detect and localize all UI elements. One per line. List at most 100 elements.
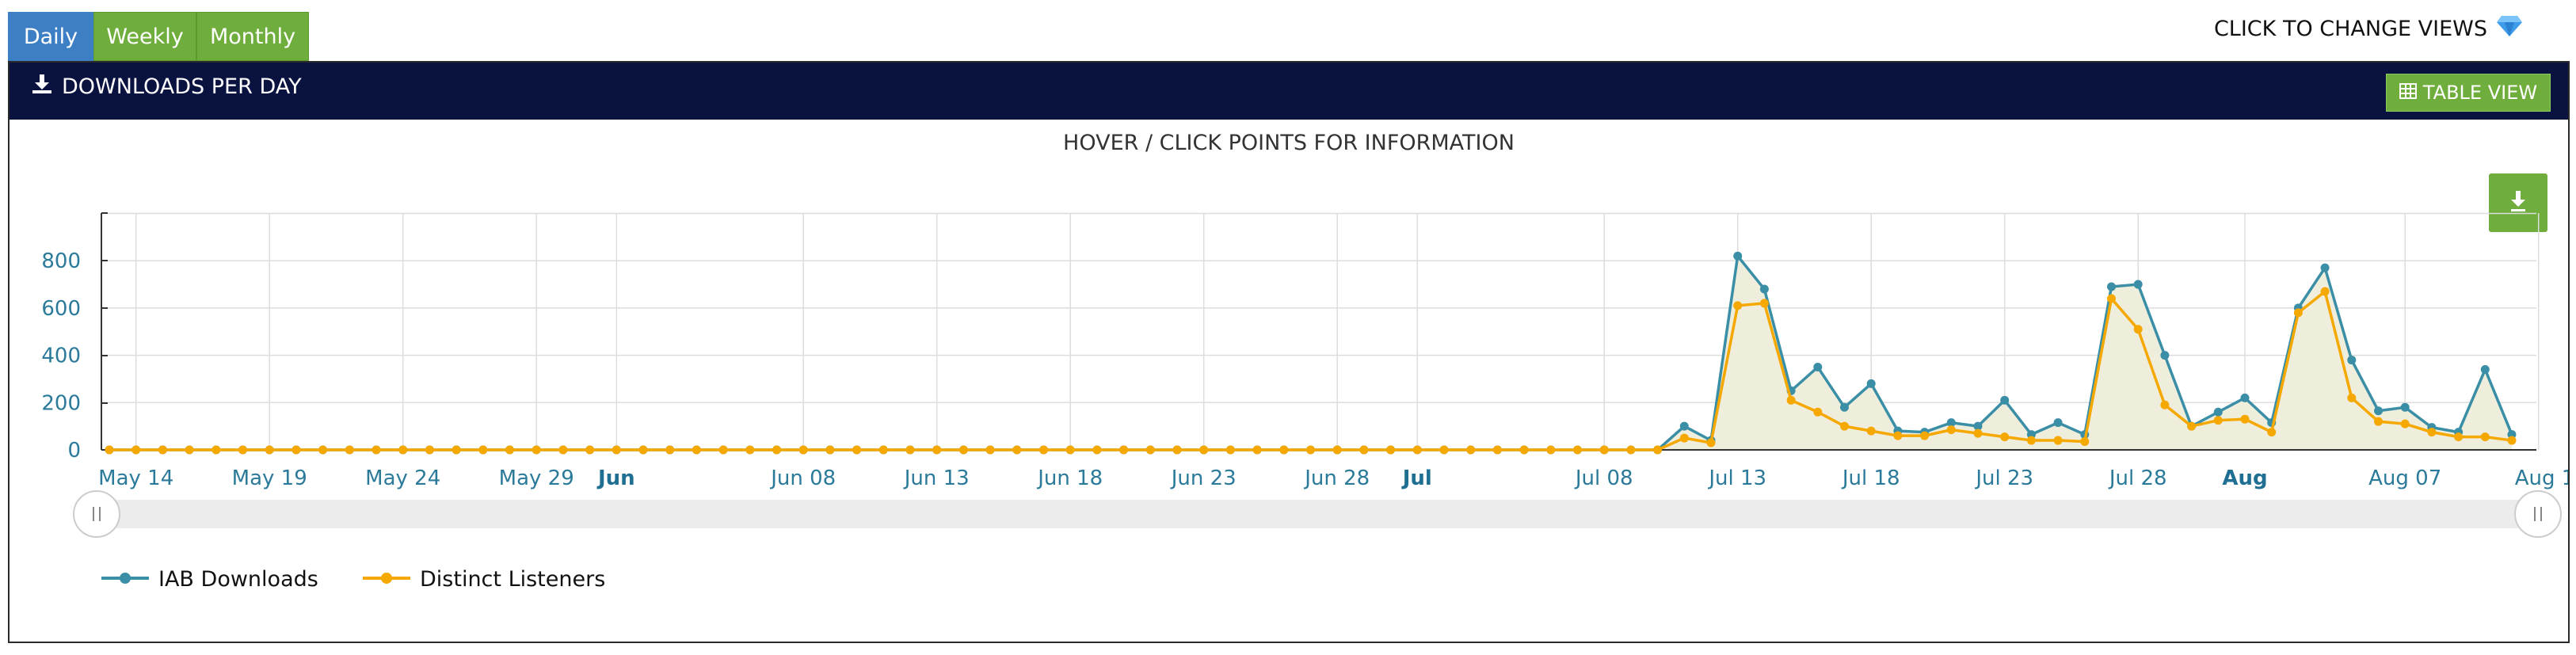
point-distinct-listeners[interactable]: [452, 445, 461, 455]
point-distinct-listeners[interactable]: [558, 445, 568, 455]
point-distinct-listeners[interactable]: [905, 445, 915, 455]
tab-daily[interactable]: Daily: [8, 12, 93, 61]
point-distinct-listeners[interactable]: [1733, 301, 1743, 310]
point-distinct-listeners[interactable]: [2480, 432, 2490, 442]
tab-monthly[interactable]: Monthly: [196, 12, 309, 61]
point-distinct-listeners[interactable]: [825, 445, 835, 455]
point-distinct-listeners[interactable]: [1172, 445, 1182, 455]
point-distinct-listeners[interactable]: [2240, 414, 2250, 424]
point-distinct-listeners[interactable]: [2107, 294, 2116, 303]
point-distinct-listeners[interactable]: [852, 445, 862, 455]
chart-series[interactable]: [105, 251, 2517, 455]
point-iab-downloads[interactable]: [1946, 418, 1956, 428]
point-distinct-listeners[interactable]: [2213, 416, 2223, 425]
point-distinct-listeners[interactable]: [665, 445, 675, 455]
point-distinct-listeners[interactable]: [932, 445, 942, 455]
point-distinct-listeners[interactable]: [292, 445, 301, 455]
point-distinct-listeners[interactable]: [318, 445, 328, 455]
point-distinct-listeners[interactable]: [798, 445, 808, 455]
legend-item-distinct-listeners[interactable]: Distinct Listeners: [363, 567, 605, 592]
point-distinct-listeners[interactable]: [2160, 400, 2170, 409]
point-iab-downloads[interactable]: [2320, 263, 2330, 272]
chart-legend[interactable]: IAB Downloads Distinct Listeners: [101, 567, 605, 592]
point-iab-downloads[interactable]: [1679, 421, 1689, 431]
point-distinct-listeners[interactable]: [2293, 308, 2303, 318]
navigator-handle-right[interactable]: [2514, 490, 2562, 538]
point-iab-downloads[interactable]: [1973, 421, 1983, 431]
point-distinct-listeners[interactable]: [238, 445, 247, 455]
range-navigator[interactable]: [73, 490, 2562, 538]
point-distinct-listeners[interactable]: [1439, 445, 1449, 455]
point-distinct-listeners[interactable]: [745, 445, 755, 455]
point-distinct-listeners[interactable]: [1786, 395, 1796, 405]
point-distinct-listeners[interactable]: [532, 445, 541, 455]
point-iab-downloads[interactable]: [2213, 407, 2223, 417]
point-distinct-listeners[interactable]: [2080, 437, 2090, 447]
point-iab-downloads[interactable]: [2160, 351, 2170, 360]
point-distinct-listeners[interactable]: [1653, 445, 1663, 455]
point-iab-downloads[interactable]: [2374, 406, 2383, 416]
point-distinct-listeners[interactable]: [2267, 428, 2277, 437]
point-distinct-listeners[interactable]: [131, 445, 141, 455]
point-distinct-listeners[interactable]: [2026, 436, 2036, 445]
point-iab-downloads[interactable]: [1813, 363, 1823, 372]
point-iab-downloads[interactable]: [1840, 402, 1849, 412]
point-distinct-listeners[interactable]: [372, 445, 381, 455]
point-iab-downloads[interactable]: [2240, 393, 2250, 402]
handle-circle[interactable]: [2514, 490, 2562, 538]
point-iab-downloads[interactable]: [2053, 418, 2063, 428]
point-distinct-listeners[interactable]: [2507, 436, 2517, 445]
legend-item-iab-downloads[interactable]: IAB Downloads: [101, 567, 318, 592]
navigator-track[interactable]: [97, 500, 2538, 528]
point-distinct-listeners[interactable]: [1012, 445, 1022, 455]
point-distinct-listeners[interactable]: [2454, 432, 2464, 442]
point-distinct-listeners[interactable]: [1573, 445, 1582, 455]
point-distinct-listeners[interactable]: [1920, 431, 1930, 440]
point-distinct-listeners[interactable]: [211, 445, 221, 455]
point-distinct-listeners[interactable]: [2400, 419, 2410, 428]
point-distinct-listeners[interactable]: [985, 445, 995, 455]
point-distinct-listeners[interactable]: [1519, 445, 1529, 455]
point-distinct-listeners[interactable]: [345, 445, 354, 455]
point-distinct-listeners[interactable]: [1840, 421, 1849, 431]
point-distinct-listeners[interactable]: [105, 445, 114, 455]
point-distinct-listeners[interactable]: [1946, 425, 1956, 435]
point-distinct-listeners[interactable]: [265, 445, 274, 455]
point-distinct-listeners[interactable]: [1386, 445, 1396, 455]
point-distinct-listeners[interactable]: [692, 445, 701, 455]
point-distinct-listeners[interactable]: [1546, 445, 1556, 455]
point-distinct-listeners[interactable]: [1065, 445, 1075, 455]
point-distinct-listeners[interactable]: [2133, 325, 2143, 334]
point-distinct-listeners[interactable]: [1599, 445, 1609, 455]
point-distinct-listeners[interactable]: [1679, 433, 1689, 443]
point-distinct-listeners[interactable]: [1252, 445, 1262, 455]
point-distinct-listeners[interactable]: [1225, 445, 1235, 455]
point-distinct-listeners[interactable]: [958, 445, 968, 455]
point-iab-downloads[interactable]: [2107, 282, 2116, 291]
point-iab-downloads[interactable]: [1759, 284, 1769, 294]
point-distinct-listeners[interactable]: [1279, 445, 1289, 455]
point-distinct-listeners[interactable]: [2320, 287, 2330, 296]
point-distinct-listeners[interactable]: [1759, 299, 1769, 308]
point-distinct-listeners[interactable]: [158, 445, 167, 455]
tab-weekly[interactable]: Weekly: [93, 12, 196, 61]
point-distinct-listeners[interactable]: [638, 445, 648, 455]
point-iab-downloads[interactable]: [2000, 395, 2010, 405]
point-distinct-listeners[interactable]: [718, 445, 728, 455]
point-distinct-listeners[interactable]: [2427, 428, 2437, 437]
point-distinct-listeners[interactable]: [1492, 445, 1502, 455]
point-distinct-listeners[interactable]: [425, 445, 434, 455]
point-distinct-listeners[interactable]: [1145, 445, 1155, 455]
point-distinct-listeners[interactable]: [1893, 431, 1903, 440]
navigator-handle-left[interactable]: [73, 490, 120, 538]
point-distinct-listeners[interactable]: [612, 445, 621, 455]
point-distinct-listeners[interactable]: [1306, 445, 1315, 455]
point-distinct-listeners[interactable]: [1332, 445, 1342, 455]
point-distinct-listeners[interactable]: [1412, 445, 1422, 455]
point-distinct-listeners[interactable]: [1359, 445, 1369, 455]
change-views-link[interactable]: CLICK TO CHANGE VIEWS: [2214, 14, 2524, 44]
point-distinct-listeners[interactable]: [1199, 445, 1209, 455]
point-distinct-listeners[interactable]: [585, 445, 595, 455]
table-view-button[interactable]: TABLE VIEW: [2386, 74, 2551, 112]
point-distinct-listeners[interactable]: [1973, 428, 1983, 438]
